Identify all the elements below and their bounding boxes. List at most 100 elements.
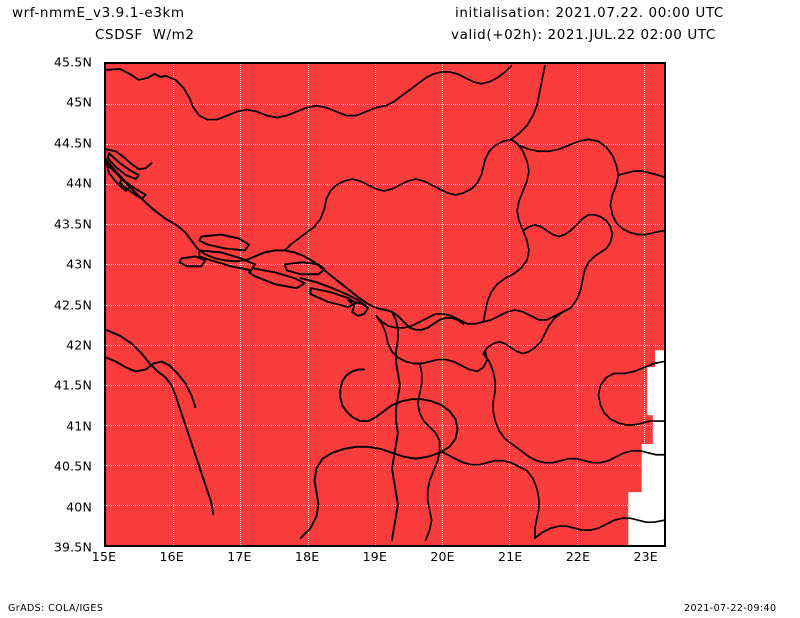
gridline-lat-45n [106,104,664,106]
tick-bottom [644,545,646,547]
y-tick-label: 44.5N [53,135,92,151]
tick-left [104,64,106,66]
border-bosnia-serbia [482,138,530,323]
border-danube-iron-gate [510,138,664,236]
x-tick-label: 21E [498,549,523,564]
tick-bottom [577,545,579,547]
tick-left [104,224,106,226]
y-tick-label: 45N [66,94,92,110]
border-serbia-bulgaria [617,170,664,178]
island-brac [283,261,326,276]
render-timestamp: 2021-07-22-09:40 [684,603,777,614]
y-tick-label: 42.5N [53,297,92,312]
y-tick-label: 43N [66,256,92,272]
tick-left [104,425,106,427]
coastline-istria-north [106,68,168,81]
island-rab [118,178,147,200]
y-tick-label: 41.5N [53,377,92,393]
gridline-lat-44n [106,184,664,186]
x-tick-label: 19E [362,549,388,564]
tick-left [104,545,106,547]
coastline-dalmatia [106,162,411,329]
x-tick-label: 22E [565,549,591,564]
border-greece-north [534,517,664,539]
valid-time: valid(+02h): 2021.JUL.22 02:00 UTC [451,27,716,43]
border-croatia-north [164,75,387,121]
tick-left [104,184,106,186]
x-axis-labels: 15E 16E 17E 18E 19E 20E 21E 22E 23E [92,549,666,571]
island-vis [178,255,207,268]
coastline-gargano-spur [299,368,459,539]
border-macedonia-greece [438,449,540,539]
border-vojvodina-north [385,65,512,107]
tick-bottom [308,545,310,547]
gridline-lat-42n [106,344,664,346]
x-tick-label: 16E [159,549,184,564]
border-montenegro-bosnia [375,313,485,329]
x-tick-label: 18E [294,549,320,564]
model-title: wrf-nmmE_v3.9.1-e3km [12,5,185,21]
border-kosovo-south [482,311,564,355]
coastline-kvarner [106,148,153,171]
gridline-lat-43-5n [106,224,664,226]
island-hvar [248,267,306,290]
tick-left [104,345,106,347]
y-tick-label: 40N [66,499,92,515]
gridline-lat-41-5n [106,384,664,386]
coastline-gargano [106,356,197,409]
gridline-lat-40n [106,504,664,506]
x-tick-label: 15E [91,549,117,564]
border-serbia-romania [510,65,546,141]
island-krk [107,152,140,180]
border-albania-north [375,315,489,373]
y-tick-label: 43.5N [53,216,92,232]
island-dugi-otok [198,233,250,252]
coastline-boka-kotorska [347,299,370,317]
tick-left [104,385,106,387]
tick-bottom [106,545,108,547]
tick-bottom [375,545,377,547]
tick-left [104,264,106,266]
tick-left [104,144,106,146]
coastline-albania [391,310,401,541]
x-tick-label: 17E [227,549,252,564]
y-tick-label: 40.5N [53,458,92,474]
y-tick-label: 39.5N [53,539,92,555]
coastline-italy-north [106,328,215,516]
y-tick-label: 42N [66,337,92,353]
grads-credit: GrADS: COLA/IGES [8,603,104,614]
tick-left [104,465,106,467]
border-kosovo [522,213,614,313]
coastline-peljesac [299,277,368,307]
tick-left [104,104,106,106]
plot-frame [104,62,666,547]
y-tick-label: 41N [66,418,92,434]
tick-bottom [442,545,444,547]
gridline-lat-41n [106,424,664,426]
initialisation-time: initialisation: 2021.07.22. 00:00 UTC [455,5,724,21]
variable-label: CSDSF W/m2 [95,27,195,43]
gridline-lat-44-5n [106,144,664,146]
tick-bottom [173,545,175,547]
coastline-montenegro [408,316,465,331]
map-overlay [106,65,664,541]
border-albania-macedonia [416,362,441,541]
border-macedonia-east [482,352,664,464]
y-tick-label: 44N [66,175,92,191]
border-montenegro-serbia [482,309,564,323]
gridline-lat-40-5n [106,464,664,466]
border-croatia-bosnia [283,138,512,252]
tick-bottom [240,545,242,547]
x-tick-label: 23E [633,549,658,564]
border-bulgaria-interior [597,360,664,426]
y-axis-labels: 45.5N 45N 44.5N 44N 43.5N 43N 42.5N 42N … [0,55,100,555]
tick-bottom [509,545,511,547]
x-tick-label: 20E [430,549,455,564]
map-plot-area [104,62,666,547]
gridline-lat-43n [106,264,664,266]
gridline-lat-42-5n [106,304,664,306]
tick-left [104,505,106,507]
y-tick-label: 45.5N [53,54,92,70]
tick-left [104,305,106,307]
